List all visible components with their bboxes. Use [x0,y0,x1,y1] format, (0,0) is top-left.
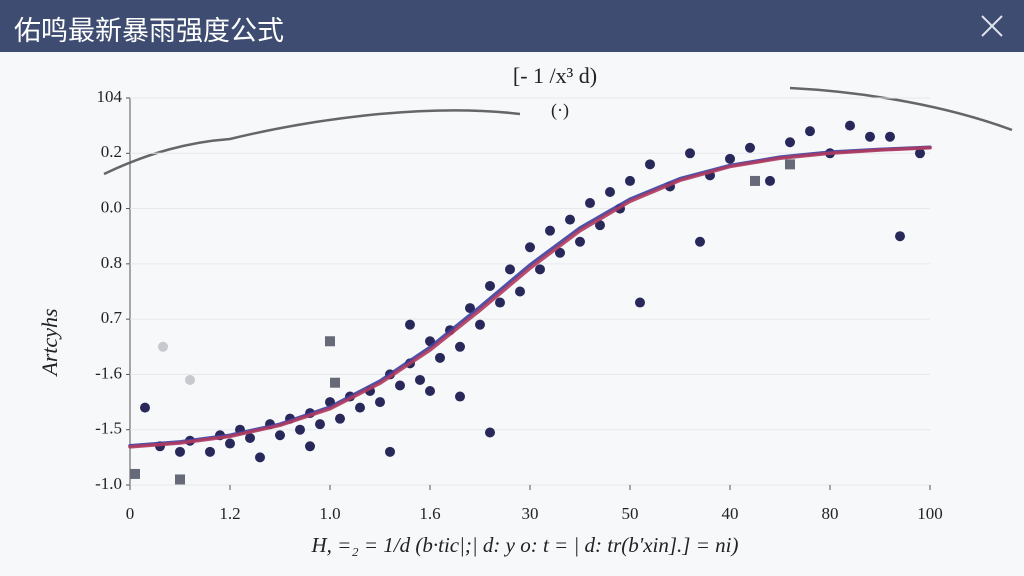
y-tick-label: 0.7 [101,308,123,327]
fit-line [128,145,932,448]
point [915,148,925,159]
point [485,280,495,291]
point [335,413,345,424]
y-tick-label: 0.2 [101,142,122,161]
point [425,386,435,397]
point [605,186,615,197]
point [385,446,395,457]
y-tick-label: 104 [97,87,123,106]
point [525,242,535,253]
point [325,336,335,347]
x-tick-label: 30 [522,504,539,523]
point [765,175,775,186]
close-button[interactable] [976,10,1008,42]
point [695,236,705,247]
x-tick-label: 50 [622,504,639,523]
point [305,441,315,452]
point [685,148,695,159]
point [405,319,415,330]
point [158,341,168,352]
point [475,319,485,330]
point [535,264,545,275]
point [745,142,755,153]
point [355,402,365,413]
point [595,220,605,231]
point [455,341,465,352]
window-title: 佑鸣最新暴雨强度公式 [14,16,284,47]
x-tick-label: 40 [722,504,739,523]
point [185,374,195,385]
point [575,236,585,247]
point [785,137,795,148]
y-axis-label: Artcyhs [37,308,62,377]
point [585,198,595,209]
decoration [103,109,521,176]
point [245,433,255,444]
point [565,214,575,225]
x-tick-label: 1.0 [319,504,340,523]
point [845,120,855,131]
point [375,397,385,408]
point [545,225,555,236]
point [645,159,655,170]
chart-title: [- 1 /x³ d) [513,63,597,88]
point [495,297,505,308]
y-tick-label: -1.6 [95,363,122,382]
point [465,303,475,314]
point [275,430,285,441]
point [175,446,185,457]
point [625,175,635,186]
point [865,131,875,142]
point [140,402,150,413]
x-tick-label: 100 [917,504,943,523]
fit-line [128,146,932,449]
point [455,391,465,402]
point [635,297,645,308]
point [805,126,815,137]
point [555,247,565,258]
y-tick-label: -1.0 [95,474,122,493]
point [295,424,305,435]
point [885,131,895,142]
point [130,468,140,479]
point [395,380,405,391]
x-tick-label: 80 [822,504,839,523]
y-tick-label: 0.8 [101,253,122,272]
x-tick-label: 0 [126,504,135,523]
chart-subtitle: (·) [551,100,569,121]
x-tick-label: 1.6 [419,504,440,523]
point [485,427,495,438]
point [515,286,525,297]
point [205,446,215,457]
x-tick-label: 1.2 [219,504,240,523]
point [750,175,760,186]
title-bar: 佑鸣最新暴雨强度公式 [0,0,1024,52]
point [505,264,515,275]
y-tick-label: -1.5 [95,419,122,438]
point [330,377,340,388]
point [175,474,185,485]
point [315,419,325,430]
chart: [- 1 /x³ d) (·) Artcyhs H, =₂ = 1/d (b·t… [37,63,1013,557]
decoration [789,86,1013,132]
point [415,374,425,385]
y-tick-label: 0.0 [101,197,122,216]
point [725,153,735,164]
point [435,352,445,363]
point [255,452,265,463]
x-axis-label: H, =₂ = 1/d (b·tic|;| d: y o: t = | d: t… [311,533,739,557]
point [895,231,905,242]
point [785,159,795,170]
point [225,438,235,449]
